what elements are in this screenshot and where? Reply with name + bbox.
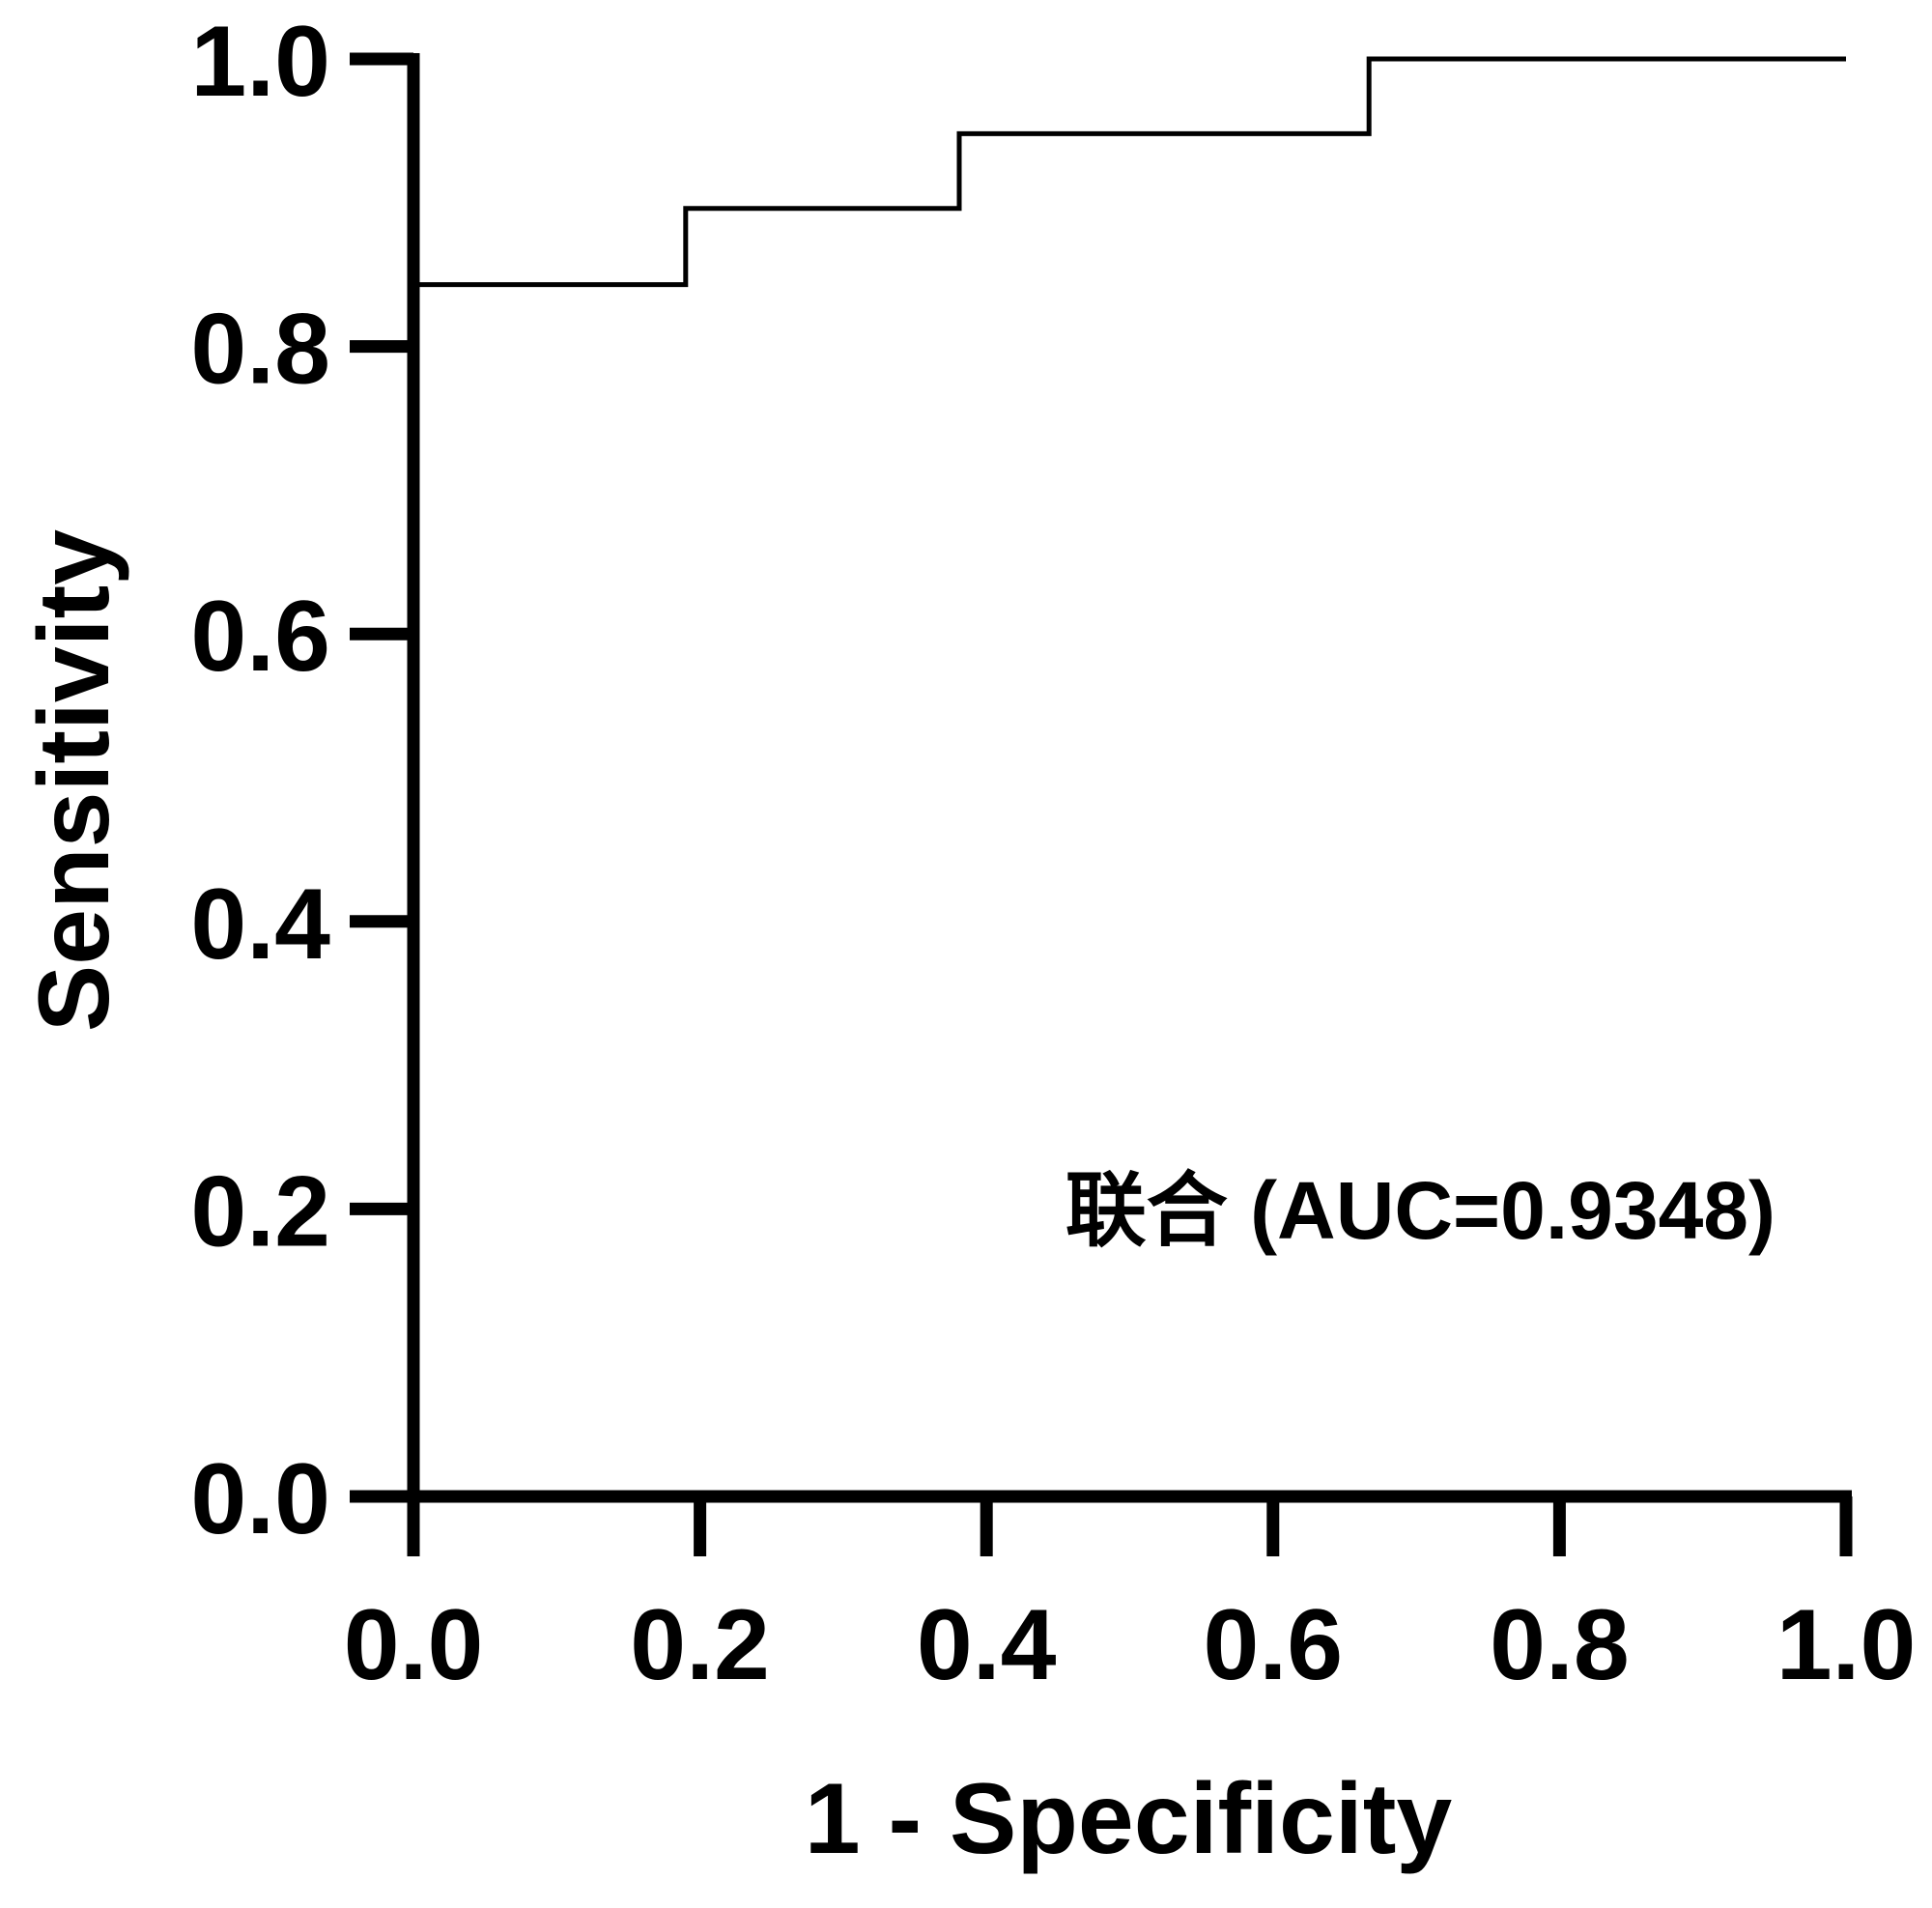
x-tick-label: 0.0 <box>344 1589 484 1701</box>
y-tick-label: 0.2 <box>190 1155 330 1267</box>
x-axis-title: 1 - Specificity <box>805 1763 1453 1875</box>
y-tick-label: 0.8 <box>190 294 330 406</box>
y-axis-ticks: 0.0 0.2 0.4 0.6 0.8 1.0 <box>190 6 413 1555</box>
y-tick-label: 0.0 <box>190 1443 330 1555</box>
x-tick-label: 0.2 <box>630 1589 770 1701</box>
series-layer <box>411 56 1846 1496</box>
y-axis-title: Sensitivity <box>18 529 130 1032</box>
x-tick-label: 0.4 <box>917 1589 1057 1701</box>
y-tick-label: 0.4 <box>190 869 330 981</box>
auc-annotation: 联合 (AUC=0.9348) <box>1065 1165 1776 1256</box>
roc-curve-line <box>411 56 1846 1496</box>
y-tick-label: 0.6 <box>190 581 330 693</box>
x-tick-label: 1.0 <box>1776 1589 1917 1701</box>
x-axis-ticks: 0.0 0.2 0.4 0.6 0.8 1.0 <box>344 1496 1917 1701</box>
x-tick-label: 0.6 <box>1204 1589 1344 1701</box>
y-tick-label: 1.0 <box>190 6 330 118</box>
x-tick-label: 0.8 <box>1490 1589 1630 1701</box>
